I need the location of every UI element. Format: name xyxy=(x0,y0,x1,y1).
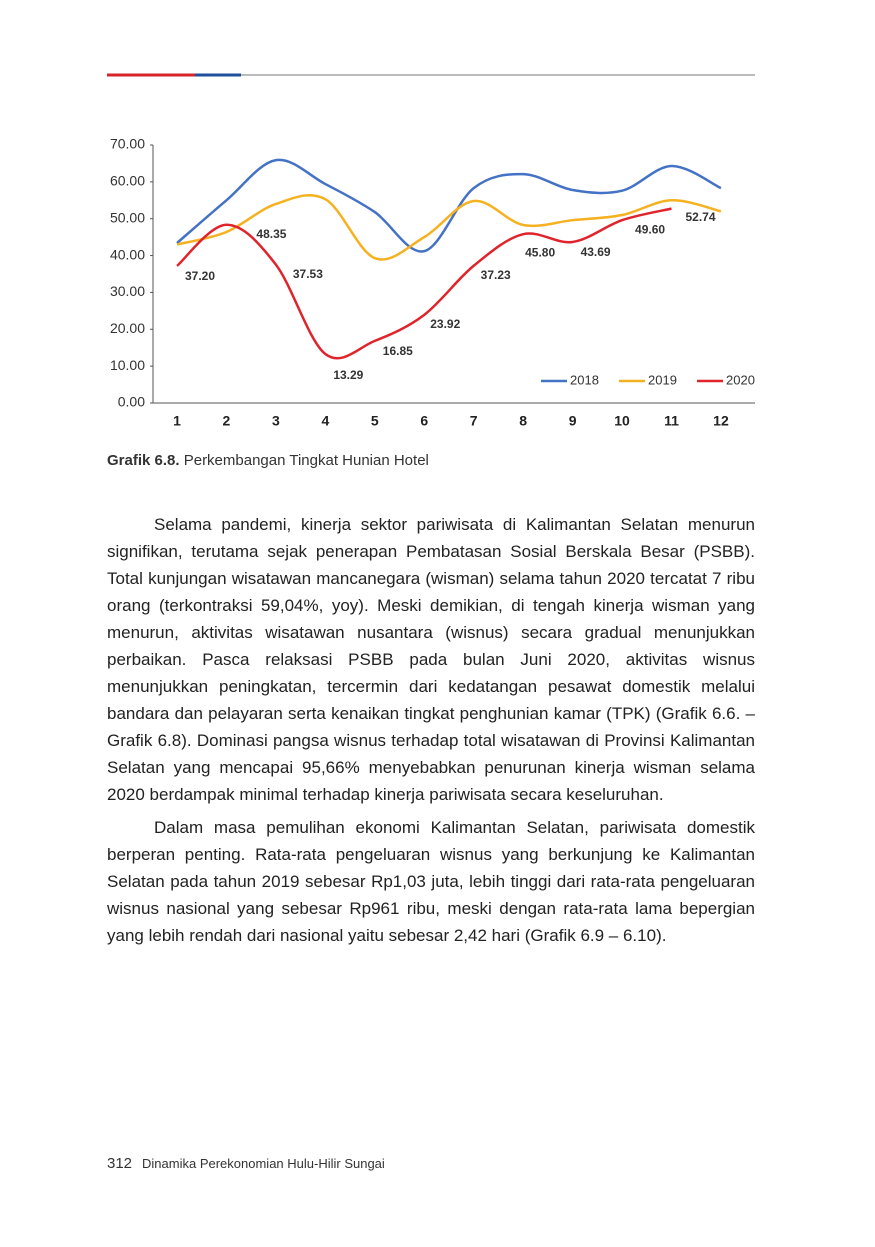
y-tick-label: 70.00 xyxy=(110,136,145,152)
x-tick-label: 1 xyxy=(173,413,181,429)
x-tick-label: 11 xyxy=(664,413,679,429)
page-number: 312 xyxy=(107,1155,133,1172)
y-tick-label: 0.00 xyxy=(118,394,145,410)
y-tick-label: 20.00 xyxy=(110,320,145,336)
x-tick-label: 4 xyxy=(321,413,329,429)
x-tick-label: 5 xyxy=(371,413,379,429)
y-tick-label: 10.00 xyxy=(110,357,145,373)
legend-label: 2019 xyxy=(648,372,677,387)
data-label: 49.60 xyxy=(635,222,665,236)
data-label: 13.29 xyxy=(333,368,363,382)
running-title: Dinamika Perekonomian Hulu-Hilir Sungai xyxy=(142,1156,385,1171)
series-line xyxy=(176,158,722,253)
x-tick-label: 8 xyxy=(519,413,527,429)
y-tick-label: 30.00 xyxy=(110,283,145,299)
data-label: 52.74 xyxy=(685,210,715,224)
legend-label: 2020 xyxy=(726,372,755,387)
y-tick-label: 40.00 xyxy=(110,246,145,262)
data-label: 16.85 xyxy=(383,344,413,358)
footer: 312 Dinamika Perekonomian Hulu-Hilir Sung… xyxy=(107,1155,385,1173)
x-tick-label: 2 xyxy=(223,413,231,429)
y-tick-label: 50.00 xyxy=(110,209,145,225)
body-text: Selama pandemi, kinerja sektor pariwisat… xyxy=(107,511,755,955)
data-label: 48.35 xyxy=(256,227,286,241)
data-label: 23.92 xyxy=(430,317,460,331)
y-tick-label: 60.00 xyxy=(110,173,145,189)
legend-label: 2018 xyxy=(570,372,599,387)
x-tick-label: 3 xyxy=(272,413,280,429)
x-tick-label: 10 xyxy=(614,413,630,429)
paragraph: Selama pandemi, kinerja sektor pariwisat… xyxy=(107,515,755,804)
data-label: 45.80 xyxy=(525,245,555,259)
data-label: 43.69 xyxy=(581,245,611,259)
data-label: 37.53 xyxy=(293,267,323,281)
x-tick-label: 6 xyxy=(420,413,428,429)
caption-text: Perkembangan Tingkat Hunian Hotel xyxy=(183,452,429,469)
x-tick-label: 9 xyxy=(569,413,577,429)
data-label: 37.23 xyxy=(481,268,511,282)
series-line xyxy=(176,194,722,261)
data-label: 37.20 xyxy=(185,269,215,283)
caption-label: Grafik 6.8. xyxy=(107,452,180,469)
chart: 0.00 10.00 20.00 30.00 40.00 50.00 60.00 70.00 1… xyxy=(107,73,755,429)
x-tick-label: 12 xyxy=(713,413,729,429)
caption: Grafik 6.8. Perkembangan Tingkat Hunian … xyxy=(107,452,429,469)
x-tick-label: 7 xyxy=(470,413,478,429)
series-line xyxy=(176,207,672,360)
paragraph: Dalam masa pemulihan ekonomi Kalimantan … xyxy=(107,818,755,945)
